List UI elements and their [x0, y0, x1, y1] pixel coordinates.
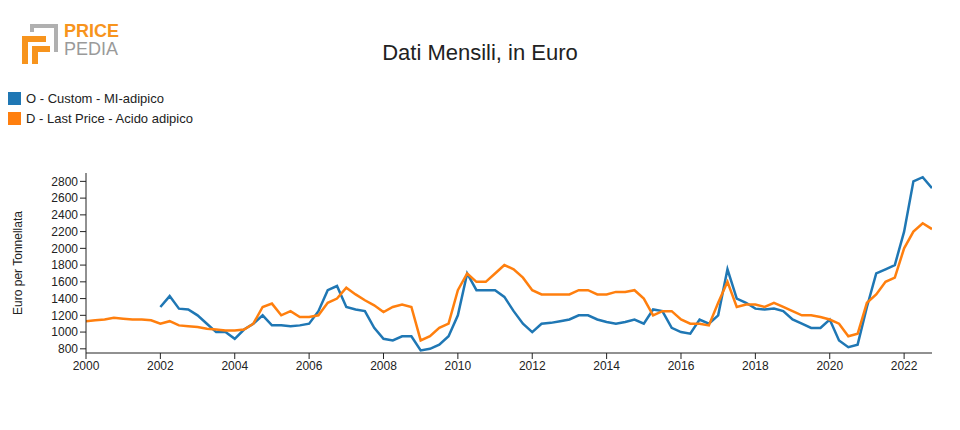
svg-text:2008: 2008 [370, 359, 397, 373]
svg-text:2004: 2004 [221, 359, 248, 373]
svg-text:1400: 1400 [51, 292, 78, 306]
svg-text:1600: 1600 [51, 275, 78, 289]
svg-text:2000: 2000 [73, 359, 100, 373]
svg-text:2022: 2022 [891, 359, 918, 373]
html-text:PRICE: PRICE [64, 21, 119, 41]
svg-text:Euro per Tonnellata: Euro per Tonnellata [11, 211, 25, 315]
svg-text:2018: 2018 [742, 359, 769, 373]
svg-text:1800: 1800 [51, 258, 78, 272]
svg-text:2006: 2006 [296, 359, 323, 373]
svg-text:1200: 1200 [51, 309, 78, 323]
svg-text:2800: 2800 [51, 175, 78, 189]
svg-text:2010: 2010 [445, 359, 472, 373]
svg-text:2000: 2000 [51, 242, 78, 256]
html-text:D - Last Price - Acido adipico: D - Last Price - Acido adipico [26, 110, 193, 126]
svg-text:2020: 2020 [816, 359, 843, 373]
svg-text:1000: 1000 [51, 325, 78, 339]
svg-text:2600: 2600 [51, 191, 78, 205]
svg-text:2200: 2200 [51, 225, 78, 239]
svg-text:800: 800 [58, 342, 78, 356]
html-text:Dati Mensili, in Euro: Dati Mensili, in Euro [382, 40, 578, 65]
html-text:O - Custom - MI-adipico: O - Custom - MI-adipico [26, 90, 164, 106]
svg-text:2014: 2014 [593, 359, 620, 373]
html-text:PEDIA: PEDIA [64, 39, 118, 59]
svg-text:2016: 2016 [668, 359, 695, 373]
svg-text:2400: 2400 [51, 208, 78, 222]
svg-text:2002: 2002 [147, 359, 174, 373]
svg-text:2012: 2012 [519, 359, 546, 373]
